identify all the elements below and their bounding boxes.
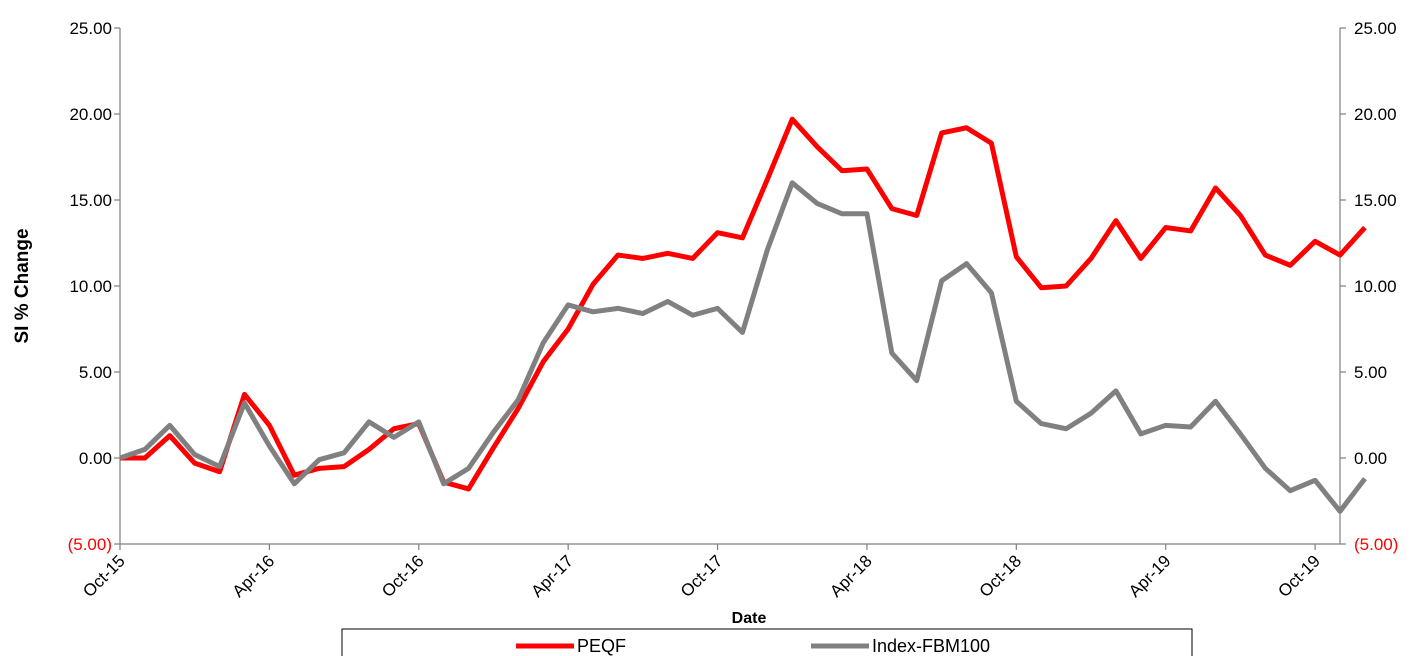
left-y-tick-label: 0.00 xyxy=(79,449,112,468)
right-y-tick-label: 15.00 xyxy=(1354,191,1397,210)
left-y-ticks: (5.00) 0.00 5.00 10.00 15.00 20.00 25.00 xyxy=(68,19,120,554)
left-y-tick-label: 5.00 xyxy=(79,363,112,382)
y-axis-title: SI % Change xyxy=(12,228,33,343)
series-line-peqf xyxy=(120,116,1367,492)
x-tick-label: Apr-18 xyxy=(826,551,876,601)
right-y-tick-label: 20.00 xyxy=(1354,105,1397,124)
x-tick-label: Apr-17 xyxy=(527,551,577,601)
series-line-index-fbm100 xyxy=(119,180,1367,514)
right-y-tick-label: 0.00 xyxy=(1354,449,1387,468)
x-axis-title: Date xyxy=(732,610,767,627)
left-y-tick-label: 20.00 xyxy=(69,105,112,124)
x-tick-label: Oct-16 xyxy=(378,551,428,601)
left-y-tick-label: 15.00 xyxy=(69,191,112,210)
legend-label-index-fbm100: Index-FBM100 xyxy=(872,636,990,656)
legend-label-peqf: PEQF xyxy=(577,636,626,656)
x-tick-label: Oct-15 xyxy=(79,551,129,601)
left-y-tick-label: 25.00 xyxy=(69,19,112,38)
x-tick-label: Apr-16 xyxy=(229,551,279,601)
right-y-tick-label: (5.00) xyxy=(1354,535,1398,554)
series xyxy=(119,116,1367,514)
left-y-tick-label: 10.00 xyxy=(69,277,112,296)
legend: PEQF Index-FBM100 xyxy=(341,628,1193,656)
axes xyxy=(119,28,1341,545)
x-tick-label: Apr-19 xyxy=(1125,551,1175,601)
x-tick-label: Oct-19 xyxy=(1274,551,1324,601)
right-y-tick-label: 5.00 xyxy=(1354,363,1387,382)
x-tick-label: Oct-18 xyxy=(976,551,1026,601)
x-tick-label: Oct-17 xyxy=(677,551,727,601)
right-y-ticks: (5.00) 0.00 5.00 10.00 15.00 20.00 25.00 xyxy=(1340,19,1398,554)
right-y-tick-label: 10.00 xyxy=(1354,277,1397,296)
left-y-tick-label: (5.00) xyxy=(68,535,112,554)
x-ticks: Oct-15 Apr-16 Oct-16 Apr-17 Oct-17 Apr-18 Oct-… xyxy=(79,544,1324,601)
legend-box xyxy=(341,628,1193,656)
right-y-tick-label: 25.00 xyxy=(1354,19,1397,38)
